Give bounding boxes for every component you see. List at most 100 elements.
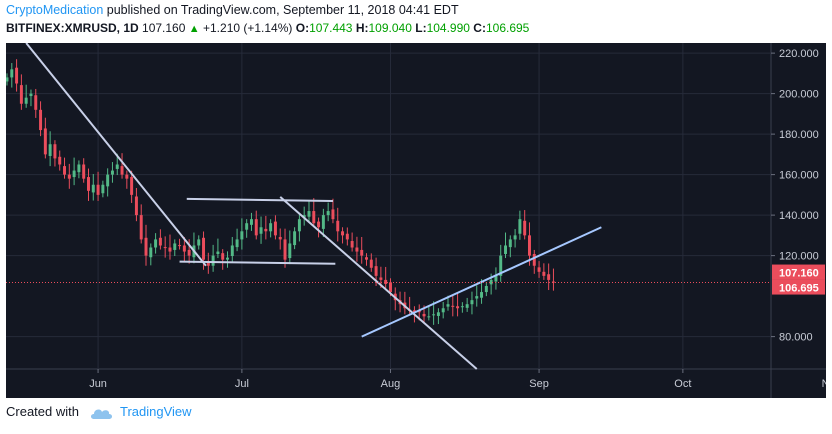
candle-body xyxy=(168,247,172,252)
candle-body xyxy=(446,304,450,307)
candle-body xyxy=(345,233,349,240)
candle-body xyxy=(149,247,153,258)
candle-body xyxy=(456,306,460,309)
publish-line: CryptoMedication published on TradingVie… xyxy=(6,3,459,17)
candle-body xyxy=(499,255,503,276)
candle-body xyxy=(412,310,416,313)
time-axis-background xyxy=(6,369,771,398)
candle-body xyxy=(264,228,268,232)
candle-body xyxy=(374,266,378,276)
symbol-line: BITFINEX:XMRUSD, 1D 107.160 ▲ +1.210 (+1… xyxy=(6,21,529,35)
candle-body xyxy=(422,313,426,317)
price-tag-label: 107.160 xyxy=(779,268,819,280)
candle-body xyxy=(350,241,354,248)
candle-body xyxy=(5,77,9,82)
candle-body xyxy=(273,221,277,236)
candle-body xyxy=(130,177,134,195)
high-value: 109.040 xyxy=(368,21,412,35)
candle-body xyxy=(72,170,76,178)
candle-body xyxy=(312,211,316,224)
candle-body xyxy=(216,251,220,254)
x-tick-label: Sep xyxy=(529,378,549,390)
candle-body xyxy=(441,308,445,313)
candle-body xyxy=(259,227,263,234)
footer: Created with TradingView xyxy=(6,404,406,426)
candle-body xyxy=(206,261,210,266)
candle-body xyxy=(432,314,436,316)
candle-body xyxy=(388,282,392,293)
candle-body xyxy=(379,277,383,280)
candle-body xyxy=(317,221,321,228)
low-label: L: xyxy=(415,21,427,35)
candle-body xyxy=(134,196,138,216)
close-value: 106.695 xyxy=(485,21,530,35)
candle-body xyxy=(269,223,273,232)
author-link[interactable]: CryptoMedication xyxy=(6,3,104,17)
price-axis-background xyxy=(771,43,826,398)
candle-body xyxy=(63,166,67,175)
candle-body xyxy=(302,215,306,218)
candle-body xyxy=(537,267,541,272)
x-tick-label: Jun xyxy=(89,378,107,390)
candle-body xyxy=(293,231,297,246)
candle-body xyxy=(39,109,43,131)
plot-background xyxy=(6,43,771,369)
candle-body xyxy=(202,237,206,260)
trendline-downtrend-1 xyxy=(25,42,207,267)
candle-body xyxy=(436,312,440,316)
candle-body xyxy=(53,144,57,159)
y-tick-label: 180.000 xyxy=(779,129,819,141)
candle-body xyxy=(120,166,124,175)
candle-body xyxy=(249,219,253,225)
candle-body xyxy=(508,239,512,248)
candle-body xyxy=(240,231,244,240)
candle-body xyxy=(331,209,335,220)
candle-body xyxy=(91,184,95,193)
open-label: O: xyxy=(295,21,310,35)
price-change: +1.210 (+1.14%) xyxy=(203,21,293,35)
x-tick-label: Aug xyxy=(381,378,401,390)
candle-body xyxy=(283,239,287,260)
candle-body xyxy=(427,316,431,318)
candle-body xyxy=(144,237,148,256)
candle-body xyxy=(178,245,182,247)
candle-body xyxy=(182,245,186,252)
created-with-text: Created with xyxy=(6,404,79,419)
candle-body xyxy=(163,247,167,249)
trendline-support-flat xyxy=(179,260,336,265)
chart-area[interactable]: 80.000 120.000 140.000 160.000 180.000 200.00… xyxy=(5,42,832,398)
candlestick-chart[interactable]: 80.000 120.000 140.000 160.000 180.000 200.00… xyxy=(5,42,832,398)
candle-body xyxy=(365,257,368,260)
tradingview-brand[interactable]: TradingView xyxy=(120,404,192,419)
candle-body xyxy=(360,249,364,256)
candle-body xyxy=(48,144,52,156)
symbol-label: BITFINEX:XMRUSD, 1D xyxy=(6,21,139,35)
price-tag xyxy=(772,279,825,295)
candle-body xyxy=(110,170,114,175)
candle-body xyxy=(475,296,479,299)
trendline-resistance xyxy=(186,197,333,202)
candle-body xyxy=(470,300,474,305)
candle-body xyxy=(106,174,110,187)
published-text: published on TradingView.com, September … xyxy=(106,3,459,17)
y-tick-label: 160.000 xyxy=(779,170,819,182)
candle-body xyxy=(321,215,325,229)
candle-body xyxy=(230,245,234,257)
candle-body xyxy=(542,271,546,276)
candle-body xyxy=(19,85,23,104)
candle-body xyxy=(355,247,359,252)
candle-body xyxy=(101,184,105,194)
price-tag-label: 106.695 xyxy=(779,283,819,295)
candle-body xyxy=(235,239,239,248)
candle-body xyxy=(115,164,119,169)
candle-body xyxy=(527,235,531,256)
candle-body xyxy=(43,128,47,155)
candle-body xyxy=(139,215,143,240)
candle-body xyxy=(288,243,292,259)
x-tick-label: Nov xyxy=(822,378,826,390)
trendline-rising-support xyxy=(361,226,602,338)
candle-body xyxy=(15,67,19,84)
candle-body xyxy=(58,156,62,165)
candle-body xyxy=(384,279,388,284)
tradingview-cloud-icon xyxy=(90,409,112,419)
